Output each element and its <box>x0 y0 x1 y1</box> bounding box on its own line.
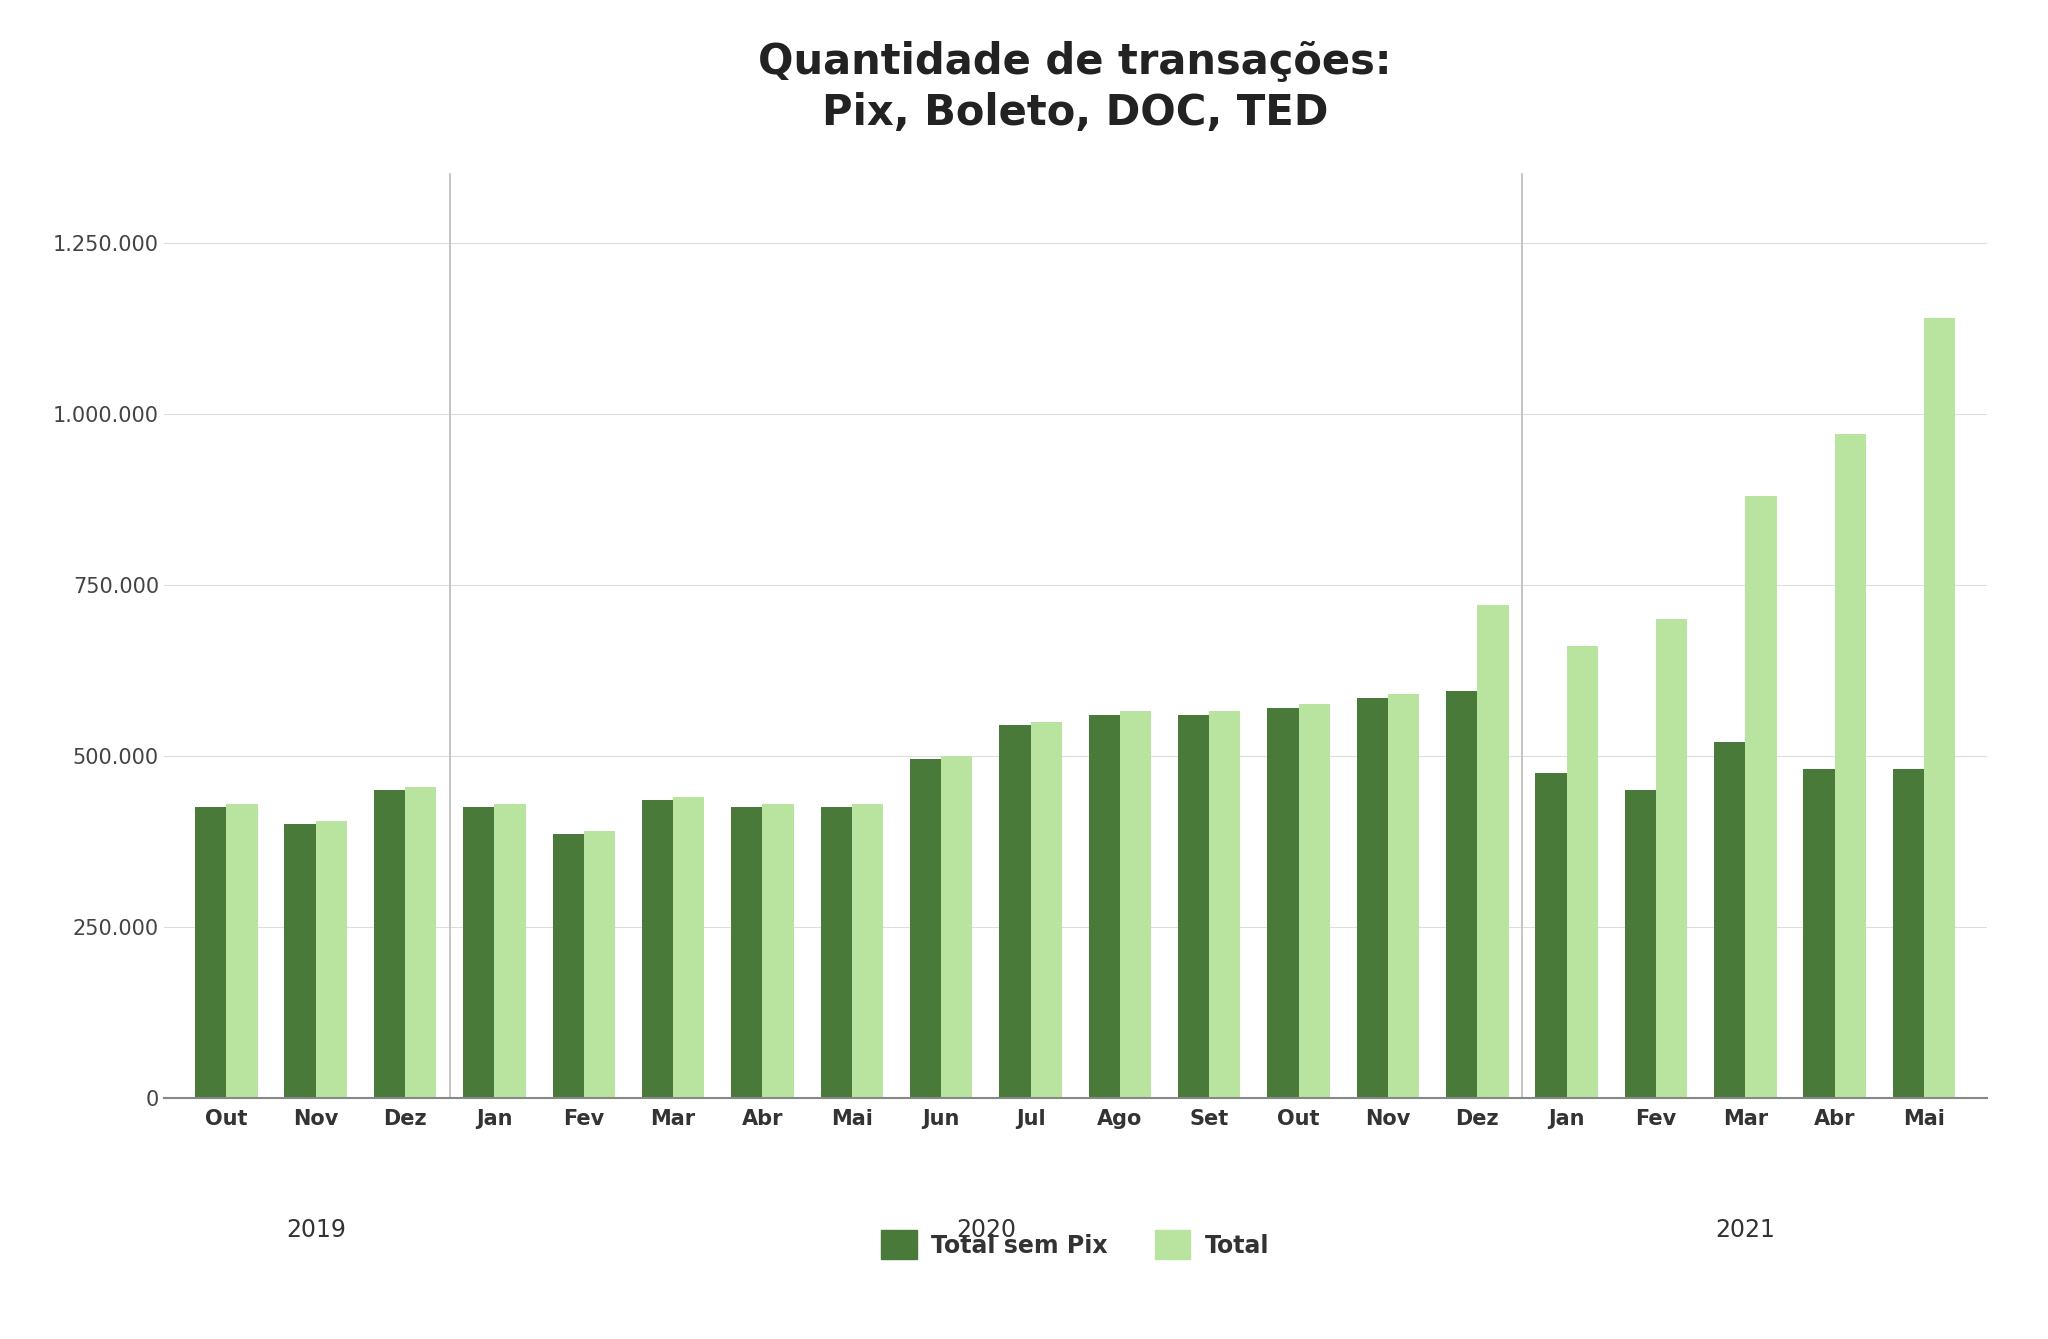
Bar <box>315 821 346 1098</box>
Bar <box>1804 770 1835 1098</box>
Bar <box>1536 773 1567 1098</box>
Bar <box>909 759 942 1098</box>
Bar <box>999 724 1030 1098</box>
Bar <box>1745 495 1776 1098</box>
Bar <box>195 807 227 1098</box>
Bar <box>285 825 315 1098</box>
Bar <box>1178 715 1208 1098</box>
Bar <box>1356 698 1389 1098</box>
Legend: Total sem Pix, Total: Total sem Pix, Total <box>870 1218 1280 1271</box>
Bar <box>1446 691 1477 1098</box>
Bar <box>1624 790 1657 1098</box>
Bar <box>1208 711 1241 1098</box>
Title: Quantidade de transações:
Pix, Boleto, DOC, TED: Quantidade de transações: Pix, Boleto, D… <box>758 40 1393 134</box>
Bar <box>1657 619 1688 1098</box>
Bar <box>852 803 883 1098</box>
Text: 2019: 2019 <box>287 1218 346 1243</box>
Bar <box>731 807 762 1098</box>
Bar <box>1120 711 1151 1098</box>
Bar <box>463 807 494 1098</box>
Bar <box>375 790 406 1098</box>
Bar <box>494 803 526 1098</box>
Bar <box>1389 694 1419 1098</box>
Bar <box>674 797 705 1098</box>
Bar <box>1892 770 1923 1098</box>
Bar <box>1477 605 1509 1098</box>
Text: 2021: 2021 <box>1716 1218 1776 1243</box>
Bar <box>1714 742 1745 1098</box>
Bar <box>1030 722 1061 1098</box>
Bar <box>1567 647 1597 1098</box>
Bar <box>942 755 973 1098</box>
Bar <box>1835 434 1866 1098</box>
Bar <box>553 834 584 1098</box>
Text: 2020: 2020 <box>956 1218 1016 1243</box>
Bar <box>1923 317 1956 1098</box>
Bar <box>1298 704 1329 1098</box>
Bar <box>227 803 258 1098</box>
Bar <box>821 807 852 1098</box>
Bar <box>1268 708 1298 1098</box>
Bar <box>762 803 795 1098</box>
Bar <box>584 832 614 1098</box>
Bar <box>406 786 436 1098</box>
Bar <box>641 801 674 1098</box>
Bar <box>1090 715 1120 1098</box>
